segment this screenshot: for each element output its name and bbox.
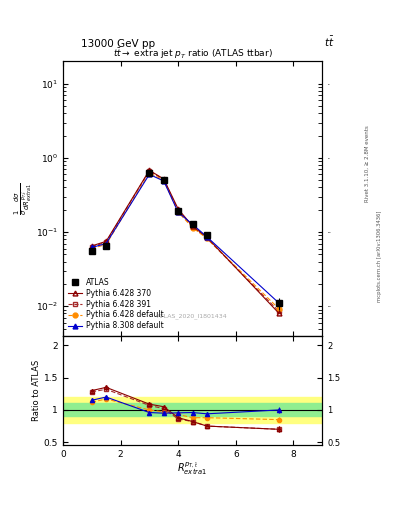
Text: 13000 GeV pp: 13000 GeV pp	[81, 38, 155, 49]
Text: Rivet 3.1.10, ≥ 2.8M events: Rivet 3.1.10, ≥ 2.8M events	[365, 125, 370, 202]
Title: $t\bar{t}\rightarrow$ extra jet $p_{T}$ ratio (ATLAS ttbar): $t\bar{t}\rightarrow$ extra jet $p_{T}$ …	[113, 47, 272, 61]
X-axis label: $R^{p_{T,\bar{t}}}_{extra1}$: $R^{p_{T,\bar{t}}}_{extra1}$	[177, 461, 208, 478]
Legend: ATLAS, Pythia 6.428 370, Pythia 6.428 391, Pythia 6.428 default, Pythia 8.308 de: ATLAS, Pythia 6.428 370, Pythia 6.428 39…	[67, 276, 165, 332]
Text: ATLAS_2020_I1801434: ATLAS_2020_I1801434	[157, 313, 228, 319]
Y-axis label: Ratio to ATLAS: Ratio to ATLAS	[32, 360, 41, 421]
Text: $t\bar{t}$: $t\bar{t}$	[324, 34, 335, 49]
Text: mcplots.cern.ch [arXiv:1306.3436]: mcplots.cern.ch [arXiv:1306.3436]	[377, 210, 382, 302]
Bar	[63, 397, 322, 423]
Y-axis label: $\frac{1}{\sigma}\frac{d\sigma}{dR^{p_{T,\bar{t}}}_{extra1}}$: $\frac{1}{\sigma}\frac{d\sigma}{dR^{p_{T…	[13, 182, 34, 215]
Bar	[63, 403, 322, 416]
